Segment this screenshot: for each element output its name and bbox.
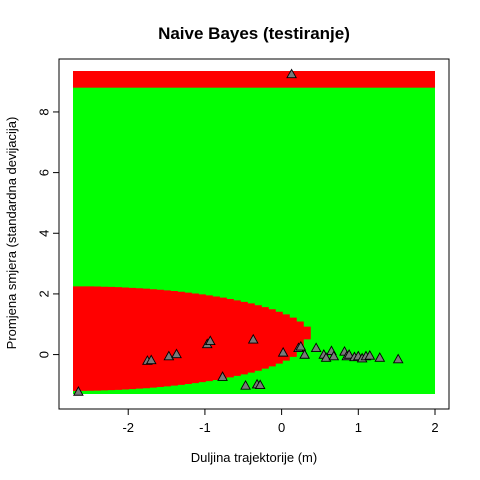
- region-bottom-mask: [73, 394, 435, 409]
- chart-title: Naive Bayes (testiranje): [158, 24, 350, 43]
- data-point: [171, 348, 182, 359]
- x-axis-label: Duljina trajektorije (m): [191, 450, 317, 465]
- data-point: [328, 350, 340, 361]
- y-axis-label: Promjena smjera (standardna devijacija): [4, 117, 19, 350]
- data-point: [73, 386, 84, 396]
- data-point: [392, 353, 404, 364]
- data-point: [163, 350, 175, 361]
- data-point: [240, 379, 251, 390]
- y-tick-label: 4: [36, 230, 51, 237]
- y-tick-label: 8: [36, 108, 51, 115]
- data-point: [299, 349, 310, 359]
- data-point: [310, 342, 322, 353]
- data-points: [73, 68, 404, 396]
- data-point: [286, 68, 297, 79]
- data-point: [145, 354, 157, 365]
- data-point: [277, 346, 289, 357]
- region-class-b-ellipse: [73, 286, 311, 391]
- y-tick-label: 2: [36, 290, 51, 297]
- x-tick-label: 2: [431, 420, 438, 435]
- data-point: [217, 371, 228, 381]
- y-tick-label: 6: [36, 169, 51, 176]
- x-tick-label: 1: [355, 420, 362, 435]
- y-axis: 0 2 4 6 8: [36, 108, 60, 358]
- y-tick-label: 0: [36, 351, 51, 358]
- data-point: [374, 352, 386, 362]
- data-point: [320, 352, 332, 362]
- x-tick-label: 0: [278, 420, 285, 435]
- region-class-b-top-band: [73, 71, 435, 88]
- data-point: [247, 333, 259, 344]
- x-axis: -2 -1 0 1 2: [122, 408, 439, 435]
- data-point: [204, 335, 216, 346]
- x-tick-label: -1: [199, 420, 211, 435]
- data-point: [343, 349, 355, 359]
- x-tick-label: -2: [122, 420, 134, 435]
- data-point: [364, 349, 376, 360]
- data-point: [254, 379, 266, 390]
- data-point: [295, 340, 307, 351]
